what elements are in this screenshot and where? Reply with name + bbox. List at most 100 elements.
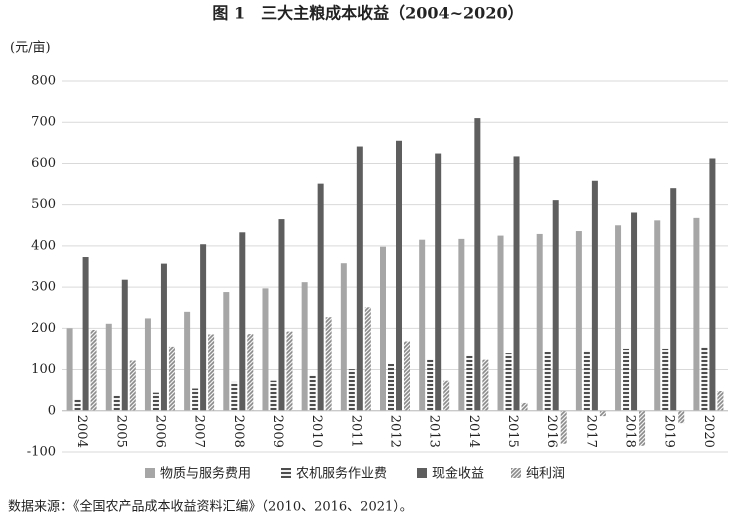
x-tick-label: 2011 bbox=[348, 415, 363, 448]
bar bbox=[404, 341, 410, 411]
bar bbox=[615, 225, 622, 411]
bar bbox=[208, 334, 215, 411]
x-tick-label: 2015 bbox=[505, 415, 520, 448]
legend-swatch bbox=[511, 468, 521, 478]
bar bbox=[458, 238, 465, 411]
bar bbox=[247, 334, 254, 411]
y-tick-label: 800 bbox=[31, 74, 56, 89]
bar bbox=[560, 410, 567, 444]
bar bbox=[599, 410, 606, 417]
y-axis-label: (元/亩) bbox=[10, 40, 51, 56]
bar bbox=[113, 395, 120, 411]
bar bbox=[419, 239, 426, 411]
bar bbox=[239, 232, 246, 411]
bar bbox=[364, 307, 371, 411]
bar bbox=[152, 392, 159, 411]
bar bbox=[575, 231, 582, 411]
bar bbox=[223, 292, 230, 411]
bar bbox=[513, 156, 520, 411]
bar bbox=[583, 350, 590, 411]
bar bbox=[121, 279, 128, 411]
bar bbox=[340, 263, 347, 411]
legend-label: 农机服务作业费 bbox=[296, 466, 387, 482]
bar bbox=[200, 244, 207, 411]
bar bbox=[678, 410, 685, 424]
bar bbox=[497, 235, 504, 411]
bar bbox=[90, 329, 97, 411]
y-tick-label: 0 bbox=[48, 403, 56, 418]
y-tick-label: 400 bbox=[31, 238, 56, 253]
bar bbox=[474, 118, 481, 411]
bar bbox=[184, 311, 191, 411]
x-tick-label: 2007 bbox=[192, 415, 207, 448]
source-note: 数据来源：《全国农产品成本收益资料汇编》（2010、2016、2021）。 bbox=[8, 499, 413, 515]
y-tick-label: 200 bbox=[31, 321, 56, 336]
bar bbox=[262, 288, 269, 411]
chart-title: 图 1 三大主粮成本收益（2004~2020） bbox=[212, 4, 523, 23]
bar bbox=[482, 359, 489, 411]
bar bbox=[192, 388, 199, 411]
x-tick-label: 2013 bbox=[427, 415, 442, 448]
legend-swatch bbox=[281, 468, 291, 478]
legend-swatch bbox=[417, 468, 427, 478]
x-tick-label: 2016 bbox=[544, 415, 559, 448]
bar bbox=[270, 380, 277, 411]
bar bbox=[701, 346, 708, 411]
bar bbox=[286, 331, 293, 411]
bar bbox=[105, 323, 112, 411]
bar bbox=[662, 348, 669, 411]
bar bbox=[443, 380, 450, 411]
bar bbox=[623, 348, 630, 411]
x-tick-label: 2006 bbox=[152, 415, 167, 448]
bar bbox=[301, 282, 308, 411]
y-tick-label: 300 bbox=[31, 280, 56, 295]
legend-swatch bbox=[145, 468, 155, 478]
bar bbox=[278, 219, 285, 411]
bar bbox=[591, 180, 598, 411]
bar bbox=[160, 263, 167, 411]
bar bbox=[317, 183, 324, 411]
bar bbox=[552, 200, 559, 411]
bar bbox=[631, 212, 638, 411]
bar bbox=[168, 346, 175, 411]
bar bbox=[82, 257, 89, 411]
bar bbox=[639, 410, 646, 446]
y-tick-label: 600 bbox=[31, 156, 56, 171]
bar bbox=[74, 399, 81, 411]
bar bbox=[427, 359, 434, 411]
bar bbox=[670, 188, 677, 411]
x-tick-label: 2005 bbox=[113, 415, 128, 448]
bar bbox=[717, 390, 724, 411]
x-tick-label: 2012 bbox=[388, 415, 403, 448]
bar bbox=[466, 355, 473, 411]
x-tick-label: 2009 bbox=[270, 415, 285, 448]
bar bbox=[709, 158, 716, 411]
bar bbox=[544, 351, 551, 411]
bar bbox=[396, 140, 402, 411]
bar bbox=[325, 317, 332, 411]
bar bbox=[144, 318, 151, 411]
bar bbox=[435, 153, 442, 411]
bar bbox=[693, 217, 700, 411]
y-tick-label: -100 bbox=[27, 445, 56, 460]
bar bbox=[231, 381, 238, 411]
bar bbox=[66, 328, 73, 411]
x-tick-label: 2004 bbox=[74, 415, 89, 448]
legend-label: 现金收益 bbox=[432, 466, 484, 482]
x-tick-label: 2020 bbox=[701, 415, 716, 448]
x-tick-label: 2019 bbox=[662, 415, 677, 448]
x-tick-label: 2017 bbox=[583, 415, 598, 448]
bar bbox=[380, 246, 386, 411]
legend-label: 物质与服务费用 bbox=[160, 466, 251, 482]
bar bbox=[129, 360, 136, 411]
bar bbox=[388, 363, 394, 411]
bar bbox=[505, 353, 512, 411]
bar bbox=[654, 220, 661, 411]
bar bbox=[309, 375, 316, 411]
bar bbox=[348, 369, 355, 411]
x-tick-label: 2008 bbox=[231, 415, 246, 448]
x-tick-label: 2018 bbox=[623, 415, 638, 448]
bar bbox=[536, 233, 543, 411]
x-tick-label: 2010 bbox=[309, 415, 324, 448]
